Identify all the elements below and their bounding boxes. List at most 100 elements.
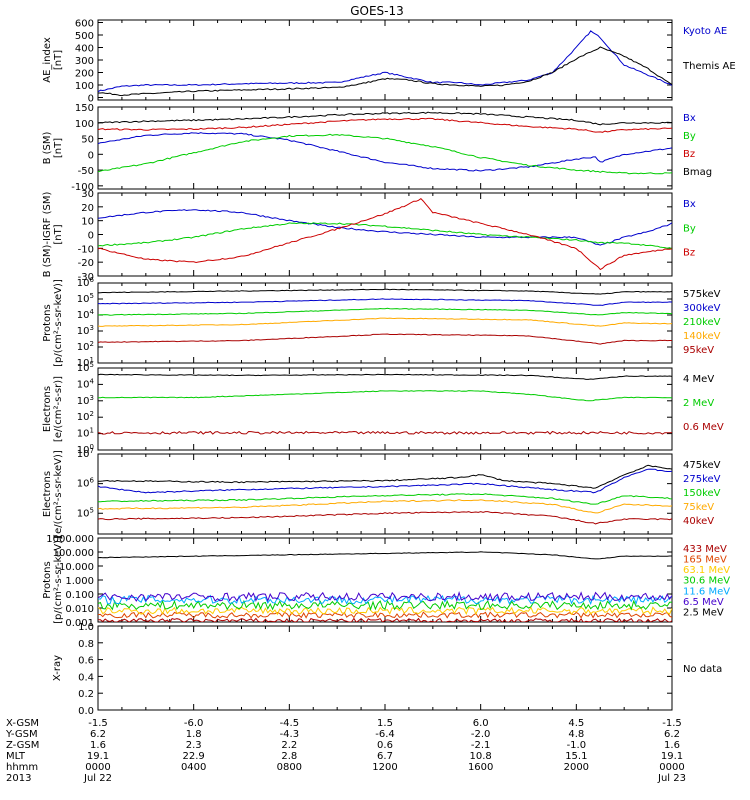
y-tick-label: 100.000 bbox=[53, 548, 94, 559]
legend-label: 150keV bbox=[683, 488, 721, 499]
y-tick-label: 107 bbox=[77, 447, 94, 460]
y-tick-label: 20 bbox=[81, 203, 94, 214]
panel-3: 30 20 10 0 -10 -20 -30 B (SM)-IGRF (SM) [nT] Bx By… bbox=[42, 189, 696, 283]
x-row-value: 19.1 bbox=[661, 751, 683, 762]
y-tick-label: 600 bbox=[75, 19, 94, 30]
panel-5: 105 104 103 102 101 100 Electrons [e/(cm²-s-sr)… bbox=[42, 361, 724, 456]
x-row-value: 0800 bbox=[277, 762, 302, 773]
y-tick-label: 0.0 bbox=[78, 706, 94, 717]
y-tick-label: 100 bbox=[75, 119, 94, 130]
legend-label: 165 MeV bbox=[683, 555, 727, 566]
legend-label: Bz bbox=[683, 248, 695, 259]
x-row-value: Jul 23 bbox=[657, 773, 686, 784]
x-row-value: 1600 bbox=[468, 762, 493, 773]
series-line bbox=[98, 197, 672, 271]
y-tick-label: 0.8 bbox=[78, 639, 94, 650]
x-row-value: -2.1 bbox=[471, 740, 491, 751]
series-line bbox=[98, 209, 672, 246]
y-tick-label: 0 bbox=[88, 150, 94, 161]
x-row-label: X-GSM bbox=[6, 718, 39, 729]
y-tick-label: 105 bbox=[77, 361, 94, 374]
x-row-value: 6.2 bbox=[664, 729, 680, 740]
x-row-value: 2.3 bbox=[186, 740, 202, 751]
y-tick-label: 0.010 bbox=[65, 604, 94, 615]
series-line bbox=[98, 464, 672, 489]
series-line bbox=[98, 493, 672, 505]
legend-label: 4 MeV bbox=[683, 374, 714, 385]
y-tick-label: 30 bbox=[81, 189, 94, 200]
x-row-label: Z-GSM bbox=[6, 740, 39, 751]
panel-frame bbox=[97, 625, 673, 711]
y-axis-label: Electrons bbox=[42, 471, 53, 517]
series-line bbox=[98, 111, 672, 126]
x-row-value: 0000 bbox=[659, 762, 684, 773]
y-tick-label: 103 bbox=[77, 324, 94, 337]
legend-label: 475keV bbox=[683, 460, 721, 471]
panel-frame bbox=[97, 282, 673, 364]
y-tick-label: 106 bbox=[77, 477, 95, 490]
legend-label: 0.6 MeV bbox=[683, 422, 724, 433]
panel-6: 107 106 105 Electrons [e/(cm²-s-sr-keV)] 475k… bbox=[42, 447, 721, 538]
x-row-value: 1.6 bbox=[664, 740, 680, 751]
legend-label: By bbox=[683, 223, 696, 234]
series-line bbox=[98, 307, 672, 316]
y-axis-label: B (SM)-IGRF (SM) bbox=[42, 192, 53, 278]
x-row-value: 1.6 bbox=[90, 740, 106, 751]
y-tick-label: 101 bbox=[77, 356, 94, 369]
y-tick-label: 101 bbox=[77, 427, 94, 440]
legend-label: Bz bbox=[683, 149, 695, 160]
legend-label: Bx bbox=[683, 113, 696, 124]
panel-frame bbox=[97, 367, 673, 451]
y-tick-label: 500 bbox=[75, 31, 94, 42]
series-line bbox=[98, 551, 672, 560]
x-row-value: 0000 bbox=[85, 762, 110, 773]
series-line bbox=[98, 617, 672, 622]
y-tick-label: 100 bbox=[77, 443, 94, 456]
series-line bbox=[98, 390, 672, 402]
y-axis-label: X-ray bbox=[52, 655, 63, 681]
panel-8: 1.0 0.8 0.6 0.4 0.2 0.0 X-ray No data bbox=[52, 622, 722, 717]
legend-label: 6.5 MeV bbox=[683, 597, 724, 608]
series-line bbox=[98, 288, 672, 295]
x-row-label: Y-GSM bbox=[5, 729, 38, 740]
x-row-value: -1.5 bbox=[662, 718, 682, 729]
x-row-value: 6.2 bbox=[90, 729, 106, 740]
x-row-value: 10.8 bbox=[470, 751, 492, 762]
y-tick-label: 10 bbox=[81, 217, 94, 228]
y-tick-label: 0 bbox=[88, 231, 94, 242]
legend-label: Themis AE bbox=[682, 61, 736, 72]
y-axis-label: [p/(cm²-s-sr-keV)] bbox=[53, 279, 64, 367]
x-row-value: -6.0 bbox=[184, 718, 204, 729]
y-tick-label: -10 bbox=[78, 244, 94, 255]
series-line bbox=[98, 606, 672, 616]
y-tick-label: 105 bbox=[77, 292, 94, 305]
y-tick-label: 1.0 bbox=[78, 622, 94, 633]
x-row-value: 2000 bbox=[564, 762, 589, 773]
y-axis-label: [nT] bbox=[53, 50, 64, 70]
x-row-value: 6.0 bbox=[473, 718, 489, 729]
y-tick-label: 102 bbox=[77, 340, 94, 353]
chart-title: GOES-13 bbox=[350, 4, 404, 18]
y-axis-label: Electrons bbox=[42, 386, 53, 432]
legend-label: 2 MeV bbox=[683, 398, 714, 409]
series-line bbox=[98, 222, 672, 250]
x-row-label: 2013 bbox=[6, 773, 31, 784]
legend-label: 95keV bbox=[683, 345, 714, 356]
legend-label: 40keV bbox=[683, 516, 714, 527]
y-tick-label: 400 bbox=[75, 44, 94, 55]
y-tick-label: -100 bbox=[71, 182, 94, 193]
y-axis-label: [e/(cm²-s-sr)] bbox=[53, 376, 64, 442]
y-tick-label: 100 bbox=[75, 81, 94, 92]
y-tick-label: 1000.000 bbox=[46, 534, 94, 545]
y-tick-label: 0.4 bbox=[78, 672, 94, 683]
y-tick-label: -30 bbox=[78, 272, 94, 283]
x-row-value: 6.7 bbox=[377, 751, 393, 762]
legend-label: 75keV bbox=[683, 502, 714, 513]
legend-label: 30.6 MeV bbox=[683, 576, 730, 587]
series-line bbox=[98, 499, 672, 514]
x-row-value: 2.2 bbox=[281, 740, 297, 751]
x-row-value: 1200 bbox=[372, 762, 397, 773]
y-tick-label: 150 bbox=[75, 103, 94, 114]
series-line bbox=[98, 117, 672, 133]
